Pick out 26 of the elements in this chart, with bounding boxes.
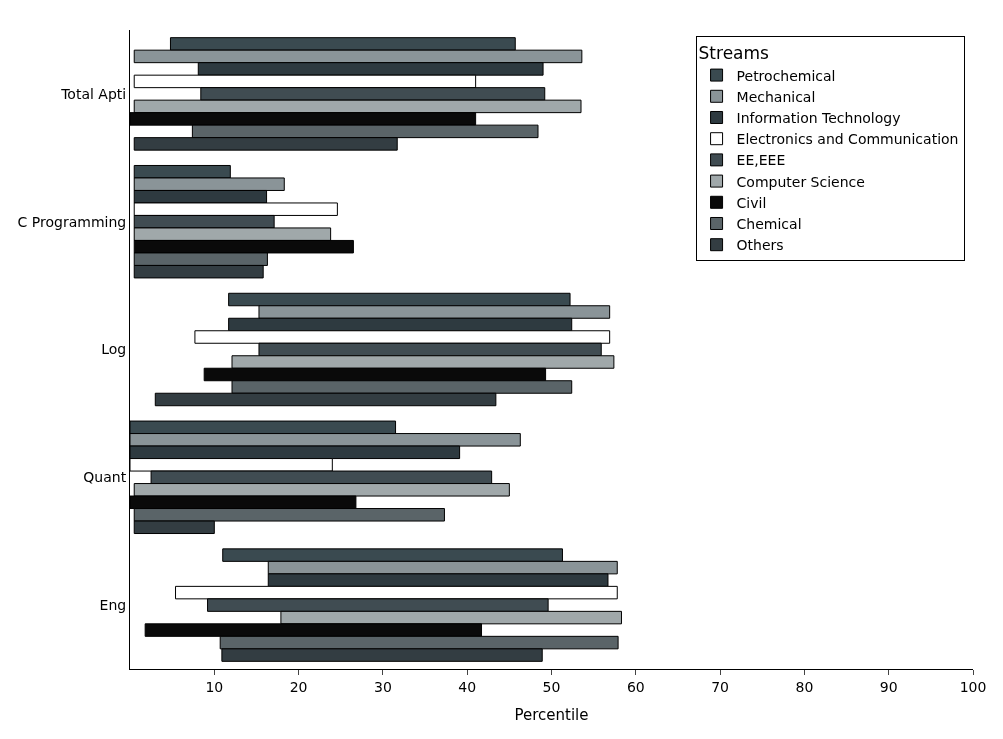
x-tick-label: 20	[289, 678, 308, 695]
x-tick-label: 10	[205, 678, 224, 695]
legend-label: Others	[736, 237, 784, 254]
legend-label: Petrochemical	[736, 67, 836, 84]
legend-label: Civil	[736, 194, 767, 211]
x-tick-label: 80	[795, 678, 814, 695]
legend-label: Computer Science	[736, 173, 865, 190]
y-tick-label: Total Apti	[60, 85, 127, 102]
x-tick-label: 90	[879, 678, 898, 695]
y-tick-label: C Programming	[17, 213, 127, 230]
x-tick-label: 50	[542, 678, 561, 695]
legend-label: Information Technology	[736, 109, 901, 126]
x-tick-label: 100	[959, 678, 987, 695]
x-tick-label: 70	[711, 678, 730, 695]
legend-label: EE,EEE	[736, 152, 786, 169]
legend-label: Mechanical	[736, 88, 816, 105]
y-tick-label: Log	[101, 341, 127, 358]
x-tick-label: 60	[626, 678, 645, 695]
y-tick-label: Eng	[99, 597, 127, 613]
x-tick-label: 30	[373, 678, 392, 695]
x-axis-title: Percentile	[514, 705, 589, 724]
y-tick-label: Quant	[83, 469, 127, 486]
x-tick-label: 40	[458, 678, 477, 695]
legend-title: Streams	[698, 43, 770, 64]
legend-label: Electronics and Communication	[736, 131, 959, 148]
legend-label: Chemical	[736, 215, 802, 232]
